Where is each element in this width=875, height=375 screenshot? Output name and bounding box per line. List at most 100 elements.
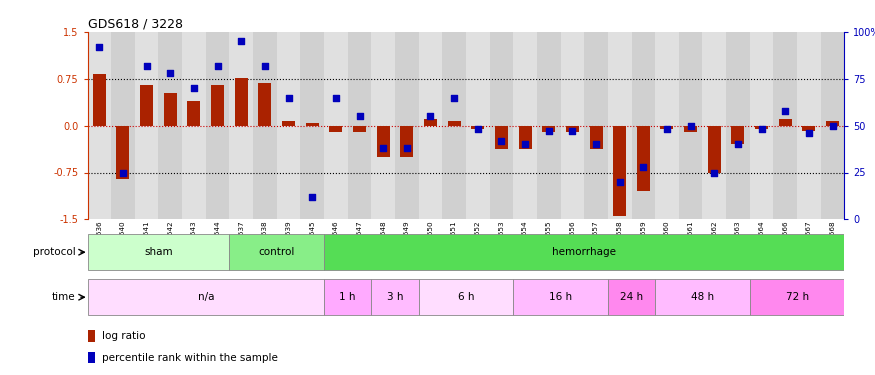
Point — [731, 141, 745, 147]
Bar — [88, 330, 95, 342]
Bar — [519, 126, 532, 149]
Text: 48 h: 48 h — [691, 292, 714, 302]
Bar — [542, 126, 556, 132]
Point — [140, 63, 154, 69]
Bar — [418, 32, 442, 219]
Point — [565, 128, 579, 134]
Point — [424, 113, 438, 119]
Point — [494, 138, 508, 144]
Bar — [632, 32, 655, 219]
Bar — [329, 126, 342, 132]
Text: 6 h: 6 h — [458, 292, 474, 302]
Bar — [655, 279, 750, 315]
Bar — [821, 32, 844, 219]
Bar — [111, 32, 135, 219]
Text: log ratio: log ratio — [102, 331, 145, 341]
Text: protocol: protocol — [33, 247, 75, 257]
Bar — [206, 32, 229, 219]
Point — [754, 126, 768, 132]
Bar — [679, 32, 703, 219]
Bar — [826, 121, 839, 126]
Point — [116, 170, 130, 176]
Bar — [234, 78, 248, 126]
Bar — [158, 32, 182, 219]
Bar — [590, 126, 603, 149]
Point — [778, 108, 792, 114]
Point — [234, 38, 248, 44]
Bar — [732, 126, 745, 144]
Text: 72 h: 72 h — [786, 292, 808, 302]
Bar — [802, 126, 816, 130]
Bar — [448, 121, 460, 126]
Point — [211, 63, 225, 69]
Text: GDS618 / 3228: GDS618 / 3228 — [88, 18, 183, 31]
Bar — [88, 234, 229, 270]
Point — [447, 94, 461, 100]
Bar — [324, 32, 347, 219]
Bar — [708, 126, 721, 172]
Point — [589, 141, 603, 147]
Bar — [88, 352, 95, 363]
Point — [683, 123, 697, 129]
Point — [802, 130, 816, 136]
Point — [305, 194, 319, 200]
Bar — [797, 32, 821, 219]
Text: time: time — [52, 292, 75, 302]
Bar — [774, 32, 797, 219]
Bar — [566, 126, 579, 132]
Point — [471, 126, 485, 132]
Text: percentile rank within the sample: percentile rank within the sample — [102, 352, 278, 363]
Bar — [703, 32, 726, 219]
Text: sham: sham — [144, 247, 172, 257]
Text: 1 h: 1 h — [340, 292, 356, 302]
Bar — [93, 74, 106, 126]
Point — [636, 164, 650, 170]
Bar — [418, 279, 514, 315]
Bar — [140, 85, 153, 126]
Bar — [211, 85, 224, 126]
Point — [518, 141, 532, 147]
Text: 3 h: 3 h — [387, 292, 403, 302]
Bar — [424, 119, 437, 126]
Bar — [253, 32, 276, 219]
Bar — [88, 279, 324, 315]
Bar — [135, 32, 158, 219]
Bar — [490, 32, 514, 219]
Point — [660, 126, 674, 132]
Bar — [164, 93, 177, 126]
Point — [258, 63, 272, 69]
Point — [187, 85, 201, 91]
Bar — [514, 32, 537, 219]
Point — [612, 179, 626, 185]
Bar — [584, 32, 608, 219]
Bar — [655, 32, 679, 219]
Bar — [187, 100, 200, 126]
Bar — [613, 126, 626, 216]
Bar — [305, 123, 318, 126]
Bar — [608, 32, 632, 219]
Point — [400, 145, 414, 151]
Point — [353, 113, 367, 119]
Point — [164, 70, 178, 76]
Bar — [347, 32, 371, 219]
Bar — [637, 126, 650, 191]
Bar — [229, 32, 253, 219]
Bar — [750, 32, 774, 219]
Bar — [661, 126, 674, 129]
Bar — [495, 126, 507, 149]
Bar — [472, 126, 484, 129]
Bar — [324, 279, 371, 315]
Bar — [353, 126, 366, 132]
Point — [376, 145, 390, 151]
Point — [329, 94, 343, 100]
Point — [93, 44, 107, 50]
Bar — [376, 126, 389, 157]
Bar — [514, 279, 608, 315]
Bar — [371, 32, 395, 219]
Point — [282, 94, 296, 100]
Bar — [258, 83, 271, 126]
Bar — [755, 126, 768, 129]
Text: n/a: n/a — [198, 292, 214, 302]
Bar — [779, 119, 792, 126]
Bar — [442, 32, 466, 219]
